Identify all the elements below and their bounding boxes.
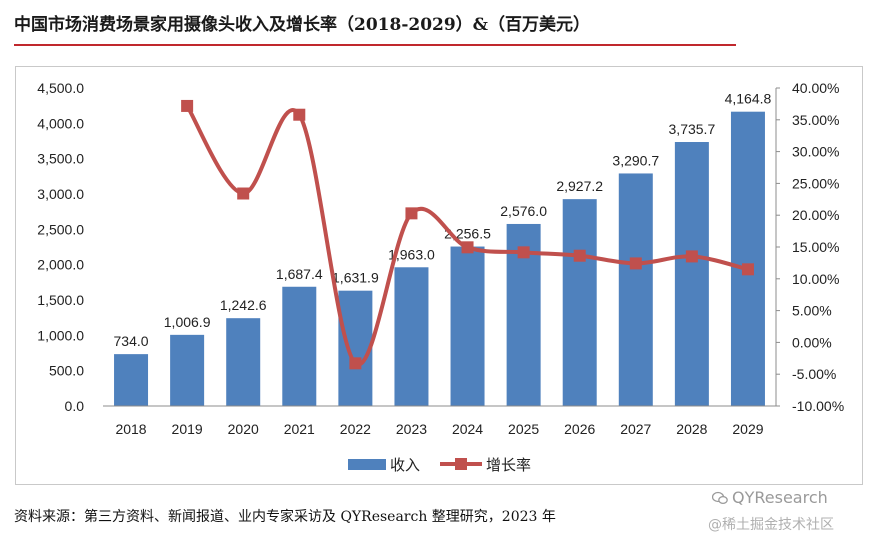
bar	[394, 267, 429, 406]
bar-value-label: 1,687.4	[276, 266, 323, 282]
bar-value-label: 3,735.7	[669, 121, 716, 137]
bar-value-label: 1,963.0	[388, 246, 435, 262]
bar-value-label: 734.0	[114, 333, 149, 349]
x-axis-tick-label: 2027	[620, 421, 651, 437]
chart-frame	[15, 66, 863, 485]
legend-swatch-revenue	[348, 459, 386, 470]
bar	[618, 173, 653, 406]
right-axis-tick-label: 15.00%	[792, 239, 839, 255]
x-axis-tick-label: 2018	[115, 421, 146, 437]
bar	[114, 354, 149, 406]
bars-series	[114, 111, 765, 406]
left-axis-tick-label: 2,000.0	[37, 257, 84, 273]
bar	[338, 290, 373, 406]
growth-point	[685, 250, 698, 263]
wechat-icon	[712, 491, 728, 505]
right-axis-tick-label: 5.00%	[792, 303, 832, 319]
bar-value-label: 4,164.8	[725, 91, 772, 107]
growth-point	[741, 263, 754, 276]
x-axis-tick-label: 2021	[284, 421, 315, 437]
bar	[562, 199, 597, 406]
x-axis-tick-label: 2028	[676, 421, 707, 437]
right-axis-tick-label: -10.00%	[792, 398, 844, 414]
right-axis-tick-label: 40.00%	[792, 80, 839, 96]
legend-label-revenue: 收入	[390, 456, 420, 474]
right-y-axis: -10.00% -5.00% 0.00% 5.00% 10.00% 15.00% 20.00…	[775, 80, 844, 414]
right-axis-tick-label: -5.00%	[792, 366, 836, 382]
x-axis-tick-label: 2023	[396, 421, 427, 437]
x-axis: 2018 2019 2020 2021 2022 2023 2024 2025 2026 2027…	[103, 405, 776, 437]
right-axis-tick-label: 10.00%	[792, 271, 839, 287]
bar-data-labels: 734.0 1,006.9 1,242.6 1,687.4 1,631.9 1,963.0…	[114, 91, 772, 349]
left-axis-tick-label: 0.0	[65, 398, 85, 414]
x-axis-tick-label: 2025	[508, 421, 539, 437]
legend-label-growth: 增长率	[486, 456, 531, 474]
bar	[282, 286, 317, 406]
left-axis-tick-label: 3,000.0	[37, 186, 84, 202]
watermark-brand-text: QYResearch	[732, 488, 828, 507]
right-axis-tick-label: 30.00%	[792, 144, 839, 160]
x-axis-tick-label: 2026	[564, 421, 595, 437]
growth-point	[573, 249, 586, 262]
bar-value-label: 1,006.9	[164, 314, 211, 330]
source-note: 资料来源：第三方资料、新闻报道、业内专家采访及 QYResearch 整理研究，…	[14, 509, 556, 525]
left-axis-tick-label: 2,500.0	[37, 221, 84, 237]
bar	[450, 246, 485, 406]
bar	[226, 318, 261, 406]
page-title: 中国市场消费场景家用摄像头收入及增长率（2018-2029）&（百万美元）	[14, 15, 591, 35]
bar-value-label: 3,290.7	[612, 152, 659, 168]
bar-value-label: 1,631.9	[332, 270, 379, 286]
growth-point	[517, 246, 530, 259]
bar-value-label: 1,242.6	[220, 297, 267, 313]
bar	[730, 111, 765, 406]
bar	[674, 142, 709, 406]
left-axis-tick-label: 1,500.0	[37, 292, 84, 308]
right-axis-tick-label: 0.00%	[792, 334, 832, 350]
growth-point	[405, 207, 418, 220]
left-y-axis: 0.0 500.0 1,000.0 1,500.0 2,000.0 2,500.0 3,00…	[37, 80, 84, 414]
watermark-brand: QYResearch	[712, 488, 828, 507]
bar	[170, 334, 205, 406]
bar-value-label: 2,576.0	[500, 203, 547, 219]
growth-point	[461, 241, 474, 254]
left-axis-tick-label: 4,000.0	[37, 115, 84, 131]
growth-point	[181, 99, 194, 112]
watermark-site: @稀土掘金技术社区	[708, 517, 834, 533]
x-axis-tick-label: 2022	[340, 421, 371, 437]
right-axis-tick-label: 25.00%	[792, 175, 839, 191]
left-axis-tick-label: 3,500.0	[37, 151, 84, 167]
left-axis-tick-label: 4,500.0	[37, 80, 84, 96]
bar-value-label: 2,927.2	[556, 178, 603, 194]
title-divider	[14, 44, 736, 46]
growth-point	[629, 257, 642, 270]
growth-line-series	[181, 99, 754, 370]
x-axis-tick-label: 2019	[172, 421, 203, 437]
x-axis-tick-label: 2029	[732, 421, 763, 437]
x-axis-tick-label: 2024	[452, 421, 483, 437]
left-axis-tick-label: 1,000.0	[37, 327, 84, 343]
right-axis-tick-label: 20.00%	[792, 207, 839, 223]
growth-point	[293, 108, 306, 121]
growth-point	[349, 357, 362, 370]
right-axis-tick-label: 35.00%	[792, 112, 839, 128]
legend-swatch-growth-marker	[455, 458, 467, 470]
chart-legend: 收入 增长率	[348, 456, 531, 474]
x-axis-tick-label: 2020	[228, 421, 259, 437]
growth-point	[237, 187, 250, 200]
left-axis-tick-label: 500.0	[49, 363, 84, 379]
